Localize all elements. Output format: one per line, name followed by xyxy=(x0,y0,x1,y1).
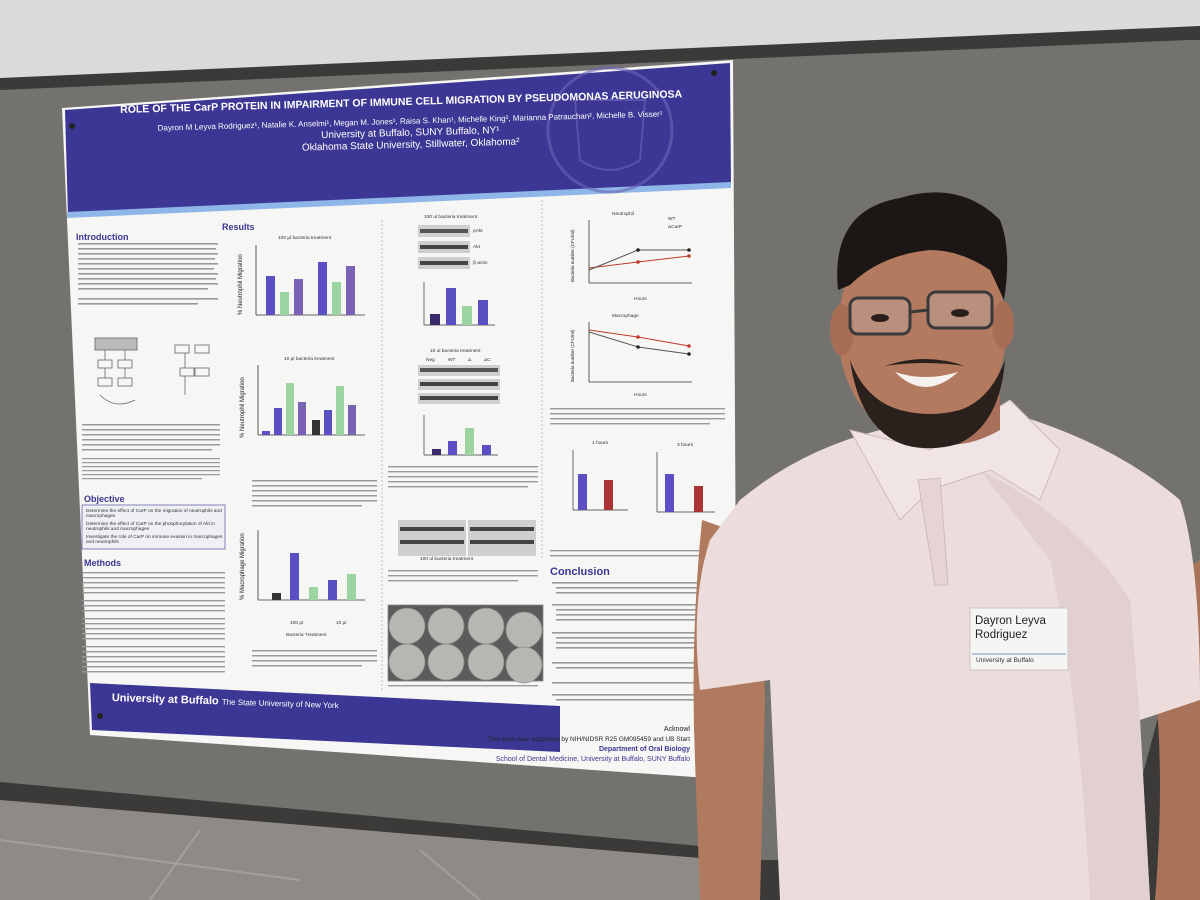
blot-quant-1 xyxy=(423,282,495,326)
panel-title-3h: 3 hours xyxy=(677,443,693,448)
lane-neg: Neg xyxy=(426,358,435,363)
objective-item-3: Investigate the role of CarP on immune e… xyxy=(86,535,223,545)
axis-hours-1: Hours xyxy=(634,297,647,302)
blot-label-actin: β-actin xyxy=(473,261,488,266)
floor xyxy=(0,800,700,900)
section-results: Results xyxy=(222,222,255,232)
macro-tick-10: 10 μl xyxy=(336,621,347,626)
shirt xyxy=(696,410,1200,900)
intro-text xyxy=(78,243,218,305)
blot-label-akt: Akt xyxy=(473,245,480,250)
poster-header xyxy=(65,63,731,216)
methods-text xyxy=(82,572,225,673)
section-methods: Methods xyxy=(84,558,121,568)
seal-watermark xyxy=(546,66,674,194)
chart-macrophage-migration xyxy=(257,530,365,601)
poster-footer xyxy=(90,683,560,752)
legend-carp: ΔCarP xyxy=(668,225,683,230)
badge-org: University at Buffalo xyxy=(976,657,1034,664)
western-blots xyxy=(398,225,536,556)
ack-3: Department of Oral Biology xyxy=(598,746,690,753)
lane-delta: Δ xyxy=(468,358,472,363)
panel-title-neutrophil: Neutrophil xyxy=(612,212,634,217)
panel-title-macrophage: Macrophage xyxy=(612,314,639,319)
legend-wt: WT xyxy=(668,217,676,222)
panel-title-a1: 100 μl bacteria treatment xyxy=(278,236,332,241)
panel-title-1h: 1 hours xyxy=(592,441,608,446)
ack-4: School of Dental Medicine, University at… xyxy=(495,756,690,763)
chart-killing-1h xyxy=(572,450,628,511)
conclusion-text xyxy=(552,582,732,701)
chart-macrophage-survival xyxy=(588,322,692,383)
blot-quant-2 xyxy=(423,415,498,456)
panel-title-macro: Bacteria Treatment xyxy=(286,633,327,638)
head xyxy=(838,220,1006,440)
ylabel-neut-1: % Neutrophil Migration xyxy=(238,254,244,315)
ack-1: Acknowl xyxy=(663,726,690,733)
axis-hours-2: Hours xyxy=(634,393,647,398)
ack-2: This work was supported by NIH/NIDSR R25… xyxy=(487,736,690,743)
name-badge xyxy=(969,607,1069,671)
ylabel-bacteria-2: Bacteria number (CFU/ml) xyxy=(570,329,575,382)
section-conclusion: Conclusion xyxy=(550,566,610,578)
ylabel-bacteria-1: Bacteria number (CFU/ml) xyxy=(570,229,575,282)
pathway-diagram xyxy=(94,337,210,405)
hair xyxy=(837,192,1008,300)
badge-name: Dayron Leyva Rodriguez xyxy=(975,615,1046,641)
smile xyxy=(895,372,958,387)
beard xyxy=(850,360,1005,449)
chart-neutrophil-10 xyxy=(257,365,365,436)
panel-title-b1: 10 μl bacteria treatment xyxy=(284,357,335,362)
ylabel-macro: % Macrophage Migration xyxy=(240,533,246,600)
petri-dishes xyxy=(387,604,544,684)
blot-label-pakt: pAkt xyxy=(473,229,483,234)
person xyxy=(693,192,1200,900)
panel-title-blot1: 100 ul bacteria treatment xyxy=(424,215,478,220)
poster xyxy=(62,60,737,780)
chart-killing-3h xyxy=(656,452,715,513)
chart-neutrophil-survival xyxy=(588,220,692,284)
objective-item-1: Determine the effect of CarP on the migr… xyxy=(86,509,222,519)
panel-title-blot3: 100 ul bacteria treatment xyxy=(420,557,474,562)
panel-title-blot2: 10 ul bacteria treatment xyxy=(430,349,481,354)
lane-wt: WT xyxy=(448,358,456,363)
objective-item-2: Determine the effect of CarP on the phos… xyxy=(86,522,215,532)
macro-tick-100: 100 μl xyxy=(290,621,304,626)
section-introduction: Introduction xyxy=(76,232,129,242)
objective-box xyxy=(81,504,226,550)
lane-delta-c: ΔC xyxy=(484,358,491,363)
section-objective: Objective xyxy=(84,494,125,504)
ceiling xyxy=(0,0,1200,80)
chart-neutrophil-100 xyxy=(255,245,365,316)
ylabel-neut-2: % Neutrophil Migration xyxy=(240,377,246,438)
